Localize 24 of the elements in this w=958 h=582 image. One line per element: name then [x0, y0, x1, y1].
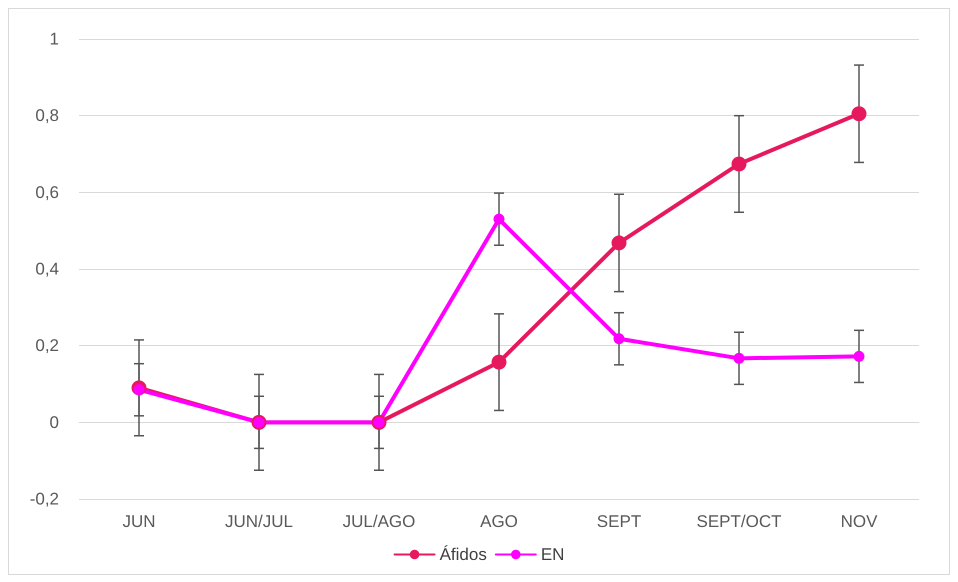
point — [734, 352, 744, 364]
point — [854, 350, 864, 362]
y-tick-label: -0,2 — [30, 490, 59, 508]
x-tick-label: AGO — [480, 512, 518, 531]
x-tick-label: SEPT — [596, 512, 642, 531]
legend-label: Áfidos — [440, 545, 487, 564]
point — [732, 156, 746, 172]
x-tick-label: JUL/AGO — [342, 512, 416, 531]
y-tick-label: 0,8 — [35, 106, 59, 126]
x-tick-label: JUN/JUL — [224, 512, 294, 531]
x-tick-label: NOV — [840, 512, 878, 531]
legend-label: EN — [540, 545, 564, 564]
y-tick-label: 1 — [50, 30, 59, 48]
point — [614, 333, 624, 344]
point — [612, 235, 626, 250]
y-tick-label: 0,2 — [35, 336, 59, 356]
point — [852, 106, 866, 122]
x-tick-label: SEPT/OCT — [696, 512, 782, 531]
point — [492, 354, 506, 370]
x-tick-label: JUN — [122, 512, 156, 531]
y-tick-label: 0,4 — [35, 260, 59, 278]
y-tick-label: 0 — [50, 412, 59, 432]
point — [494, 214, 504, 225]
y-tick-label: 0,6 — [35, 182, 59, 202]
